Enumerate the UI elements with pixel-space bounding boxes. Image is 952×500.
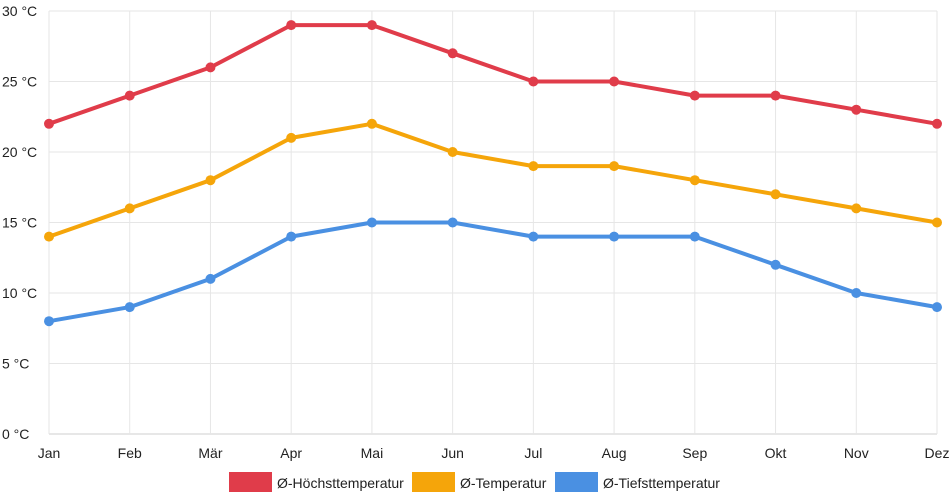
- y-tick-label: 10 °C: [2, 285, 37, 301]
- data-point: [851, 104, 862, 115]
- data-point: [286, 231, 297, 242]
- data-point: [932, 118, 942, 129]
- data-point: [205, 175, 216, 186]
- y-axis-ticks: 0 °C 5 °C 10 °C 15 °C 20 °C 25 °C 30 °C: [2, 3, 37, 442]
- data-point: [770, 259, 781, 270]
- data-point: [851, 288, 862, 298]
- data-point: [770, 189, 781, 200]
- x-tick-label: Feb: [118, 445, 142, 461]
- data-point: [689, 175, 700, 186]
- data-point: [609, 76, 620, 87]
- data-point: [689, 90, 700, 101]
- legend-item[interactable]: Ø-Temperatur: [412, 472, 547, 492]
- x-tick-label: Sep: [682, 445, 707, 461]
- legend-swatch: [555, 472, 598, 492]
- y-tick-label: 5 °C: [2, 356, 29, 372]
- data-point: [44, 118, 54, 129]
- data-point: [932, 302, 942, 313]
- grid-lines: [48, 10, 938, 435]
- data-point: [286, 132, 297, 143]
- legend: Ø-Höchsttemperatur Ø-Temperatur Ø-Tiefstte…: [229, 472, 720, 492]
- data-point: [366, 217, 377, 228]
- data-point: [770, 90, 781, 101]
- series-3: [44, 217, 942, 327]
- x-tick-label: Okt: [765, 445, 787, 461]
- x-tick-label: Jan: [38, 445, 61, 461]
- y-tick-label: 20 °C: [2, 144, 37, 160]
- data-point: [44, 316, 54, 327]
- data-point: [205, 273, 216, 284]
- series-lines: [44, 20, 942, 327]
- data-point: [205, 62, 216, 73]
- legend-label: Ø-Temperatur: [460, 475, 547, 491]
- data-point: [528, 76, 539, 87]
- data-point: [447, 48, 458, 59]
- data-point: [932, 217, 942, 228]
- y-tick-label: 15 °C: [2, 215, 37, 231]
- x-tick-label: Jul: [524, 445, 542, 461]
- data-point: [609, 161, 620, 172]
- series-line: [47, 23, 939, 126]
- x-tick-label: Mär: [198, 445, 222, 461]
- series-2: [44, 118, 942, 242]
- legend-item[interactable]: Ø-Höchsttemperatur: [229, 472, 404, 492]
- y-tick-label: 30 °C: [2, 3, 37, 19]
- x-tick-label: Dez: [925, 445, 950, 461]
- x-tick-label: Apr: [280, 445, 302, 461]
- x-tick-label: Mai: [361, 445, 384, 461]
- data-point: [689, 231, 700, 242]
- x-tick-label: Jun: [441, 445, 464, 461]
- series-line: [47, 220, 939, 324]
- x-axis-ticks: Jan Feb Mär Apr Mai Jun Jul Aug Sep Okt Nov Dez: [38, 445, 950, 461]
- y-tick-label: 25 °C: [2, 74, 37, 90]
- legend-item[interactable]: Ø-Tiefsttemperatur: [555, 472, 720, 492]
- series-1: [44, 20, 942, 129]
- y-tick-label: 0 °C: [2, 426, 29, 442]
- x-tick-label: Aug: [602, 445, 627, 461]
- data-point: [366, 20, 377, 31]
- data-point: [286, 20, 297, 31]
- data-point: [44, 231, 54, 242]
- data-point: [447, 217, 458, 228]
- legend-label: Ø-Höchsttemperatur: [277, 475, 404, 491]
- legend-swatch: [412, 472, 455, 492]
- data-point: [447, 147, 458, 157]
- data-point: [851, 203, 862, 214]
- data-point: [528, 161, 539, 172]
- legend-swatch: [229, 472, 272, 492]
- series-line: [47, 121, 939, 239]
- data-point: [366, 118, 377, 129]
- x-tick-label: Nov: [844, 445, 869, 461]
- data-point: [609, 231, 620, 242]
- data-point: [124, 302, 135, 313]
- data-point: [124, 90, 135, 101]
- data-point: [528, 231, 539, 242]
- legend-label: Ø-Tiefsttemperatur: [603, 475, 720, 491]
- data-point: [124, 203, 135, 214]
